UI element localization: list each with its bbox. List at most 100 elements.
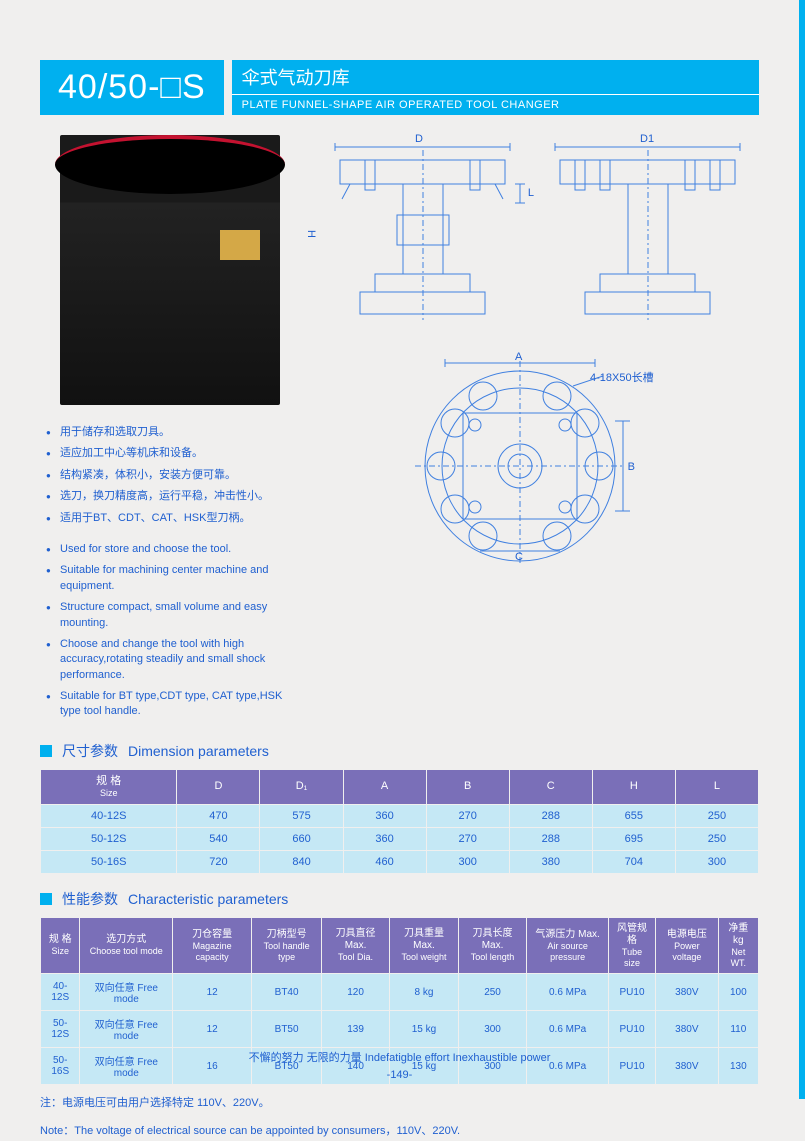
section-en: Dimension parameters bbox=[128, 743, 269, 759]
title-chinese: 伞式气动刀库 bbox=[232, 60, 759, 95]
table-header: 选刀方式Choose tool mode bbox=[80, 918, 172, 974]
table-header: C bbox=[510, 770, 592, 804]
table-cell: 380V bbox=[656, 974, 718, 1010]
slot-label: 4-18X50长槽 bbox=[590, 369, 654, 385]
table-header: 气源压力 Max.Air source pressure bbox=[527, 918, 608, 974]
title-english: PLATE FUNNEL-SHAPE AIR OPERATED TOOL CHA… bbox=[232, 95, 759, 115]
table-cell: 250 bbox=[676, 828, 758, 850]
feature-item: Structure compact, small volume and easy… bbox=[60, 600, 300, 631]
diagram-top bbox=[315, 351, 745, 571]
page-footer: 不懈的努力 无限的力量 Indefatigble effort Inexhaus… bbox=[0, 1049, 799, 1081]
dim-label-d1: D1 bbox=[640, 133, 654, 145]
table-cell: 250 bbox=[676, 805, 758, 827]
feature-item: Suitable for BT type,CDT type, CAT type,… bbox=[60, 689, 300, 720]
diagram-front bbox=[315, 135, 530, 330]
table-header: 风管规格Tube size bbox=[609, 918, 655, 974]
table-row: 50-12S双向任意 Free mode12BT5013915 kg3000.6… bbox=[41, 1011, 758, 1047]
feature-item: 适用于BT、CDT、CAT、HSK型刀柄。 bbox=[60, 511, 300, 526]
table-header: D bbox=[177, 770, 259, 804]
dim-label-l: L bbox=[528, 187, 534, 199]
table-cell: 704 bbox=[593, 851, 675, 873]
table-cell: 288 bbox=[510, 805, 592, 827]
title-block: 伞式气动刀库 PLATE FUNNEL-SHAPE AIR OPERATED T… bbox=[232, 60, 759, 115]
table-cell: 660 bbox=[260, 828, 342, 850]
page-header: 40/50-□S 伞式气动刀库 PLATE FUNNEL-SHAPE AIR O… bbox=[40, 60, 759, 115]
table-cell: 双向任意 Free mode bbox=[80, 974, 172, 1010]
table-cell: 270 bbox=[427, 805, 509, 827]
table-header: 刀柄型号Tool handle type bbox=[252, 918, 321, 974]
model-number: 40/50-□S bbox=[40, 60, 224, 115]
table-cell: BT50 bbox=[252, 1011, 321, 1047]
table-cell: 655 bbox=[593, 805, 675, 827]
table-header: 刀具重量 Max.Tool weight bbox=[390, 918, 458, 974]
features-list-en: Used for store and choose the tool. Suit… bbox=[40, 542, 300, 720]
technical-diagrams: D bbox=[315, 135, 759, 574]
table-cell: 15 kg bbox=[390, 1011, 458, 1047]
dim-label-d: D bbox=[415, 133, 423, 145]
table-cell: 0.6 MPa bbox=[527, 974, 608, 1010]
feature-item: Choose and change the tool with high acc… bbox=[60, 637, 300, 683]
feature-item: 适应加工中心等机床和设备。 bbox=[60, 446, 300, 461]
feature-item: Suitable for machining center machine an… bbox=[60, 563, 300, 594]
table-header: D₁ bbox=[260, 770, 342, 804]
note-cn: 注：电源电压可由用户选择特定 110V、220V。 bbox=[40, 1095, 759, 1113]
table-cell: 50-12S bbox=[41, 828, 176, 850]
dim-label-b: B bbox=[628, 461, 635, 473]
section-heading-characteristics: 性能参数 Characteristic parameters bbox=[40, 889, 759, 909]
table-header: H bbox=[593, 770, 675, 804]
section-heading-dimensions: 尺寸参数 Dimension parameters bbox=[40, 741, 759, 761]
table-cell: 40-12S bbox=[41, 974, 79, 1010]
table-cell: 0.6 MPa bbox=[527, 1011, 608, 1047]
table-header: 规 格Size bbox=[41, 918, 79, 974]
diagram-side bbox=[540, 135, 755, 330]
table-cell: 720 bbox=[177, 851, 259, 873]
table-cell: 300 bbox=[459, 1011, 526, 1047]
footer-slogan: 不懈的努力 无限的力量 Indefatigble effort Inexhaus… bbox=[0, 1049, 799, 1065]
table-cell: 40-12S bbox=[41, 805, 176, 827]
table-cell: 300 bbox=[676, 851, 758, 873]
table-cell: 288 bbox=[510, 828, 592, 850]
table-header: L bbox=[676, 770, 758, 804]
table-row: 40-12S470575360270288655250 bbox=[41, 805, 758, 827]
table-cell: 120 bbox=[322, 974, 389, 1010]
section-cn: 性能参数 bbox=[62, 889, 118, 909]
square-bullet-icon bbox=[40, 893, 52, 905]
dim-label-h: H bbox=[305, 230, 317, 238]
table-cell: 540 bbox=[177, 828, 259, 850]
table-cell: PU10 bbox=[609, 1011, 655, 1047]
section-en: Characteristic parameters bbox=[128, 891, 288, 907]
feature-item: 用于储存和选取刀具。 bbox=[60, 425, 300, 440]
table-cell: 250 bbox=[459, 974, 526, 1010]
table-cell: 380 bbox=[510, 851, 592, 873]
table-cell: 110 bbox=[719, 1011, 758, 1047]
dim-label-a: A bbox=[515, 351, 522, 363]
feature-item: 结构紧凑，体积小，安装方便可靠。 bbox=[60, 468, 300, 483]
dimensions-table: 规 格SizeDD₁ABCHL 40-12S470575360270288655… bbox=[40, 769, 759, 874]
table-cell: 300 bbox=[427, 851, 509, 873]
table-row: 50-12S540660360270288695250 bbox=[41, 828, 758, 850]
page-number: -149- bbox=[0, 1069, 799, 1081]
table-cell: 12 bbox=[173, 1011, 251, 1047]
table-cell: 139 bbox=[322, 1011, 389, 1047]
table-cell: PU10 bbox=[609, 974, 655, 1010]
table-row: 40-12S双向任意 Free mode12BT401208 kg2500.6 … bbox=[41, 974, 758, 1010]
table-cell: 8 kg bbox=[390, 974, 458, 1010]
product-photo bbox=[60, 135, 280, 405]
table-header: 刀仓容量Magazine capacity bbox=[173, 918, 251, 974]
table-cell: 50-12S bbox=[41, 1011, 79, 1047]
section-cn: 尺寸参数 bbox=[62, 741, 118, 761]
table-cell: 360 bbox=[344, 828, 426, 850]
dim-label-c: C bbox=[515, 551, 523, 563]
table-cell: 460 bbox=[344, 851, 426, 873]
feature-item: 选刀，换刀精度高，运行平稳，冲击性小。 bbox=[60, 489, 300, 504]
table-header: 电源电压Power voltage bbox=[656, 918, 718, 974]
table-cell: 840 bbox=[260, 851, 342, 873]
table-cell: 575 bbox=[260, 805, 342, 827]
table-header: A bbox=[344, 770, 426, 804]
table-row: 50-16S720840460300380704300 bbox=[41, 851, 758, 873]
feature-item: Used for store and choose the tool. bbox=[60, 542, 300, 557]
table-header: 规 格Size bbox=[41, 770, 176, 804]
table-cell: 470 bbox=[177, 805, 259, 827]
square-bullet-icon bbox=[40, 745, 52, 757]
table-cell: 380V bbox=[656, 1011, 718, 1047]
